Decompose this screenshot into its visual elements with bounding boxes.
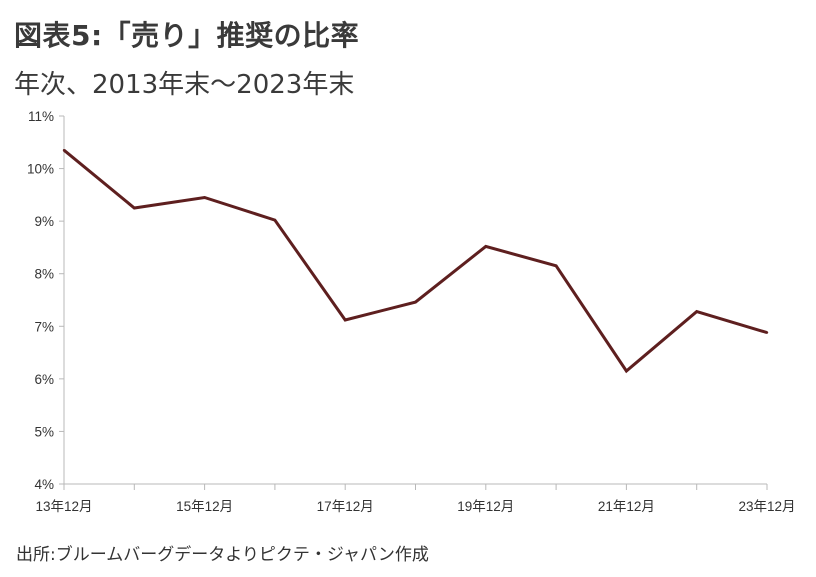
data-point — [554, 264, 558, 268]
x-tick-label: 13年12月 — [35, 499, 92, 514]
y-tick-label: 6% — [34, 372, 54, 387]
x-tick-label: 19年12月 — [457, 499, 514, 514]
y-axis: 4% 5% 6% 7% 8% 9% 10% 11% — [27, 109, 65, 492]
y-tick-label: 9% — [34, 214, 54, 229]
x-tick-label: 17年12月 — [317, 499, 374, 514]
y-tick-label: 7% — [34, 319, 54, 334]
data-point — [273, 218, 277, 222]
y-tick-label: 11% — [28, 109, 54, 124]
data-point — [695, 310, 698, 313]
source-note: 出所:ブルームバーグデータよりピクテ・ジャパン作成 — [16, 545, 429, 565]
x-tick-label: 21年12月 — [598, 499, 655, 514]
series-line — [63, 149, 768, 374]
data-point — [625, 369, 628, 373]
y-tick-label: 4% — [34, 477, 54, 492]
chart-subtitle: 年次、2013年末～2023年末 — [14, 70, 355, 100]
x-axis: 13年12月 15年12月 17年12月 19年12月 21年12月 23年12月 — [35, 483, 796, 514]
chart-title: 図表5:「売り」推奨の比率 — [14, 19, 360, 52]
data-point — [62, 148, 66, 152]
data-point — [484, 245, 487, 248]
x-tick-label: 15年12月 — [176, 499, 233, 514]
data-point — [765, 331, 769, 334]
y-tick-label: 5% — [34, 424, 54, 439]
data-point — [133, 206, 136, 210]
data-point — [203, 196, 206, 199]
x-tick-label: 23年12月 — [738, 499, 795, 514]
data-point — [344, 318, 347, 322]
series-group — [62, 148, 769, 374]
y-tick-label: 8% — [34, 267, 54, 282]
y-tick-label: 10% — [27, 162, 54, 177]
data-point — [414, 300, 417, 304]
